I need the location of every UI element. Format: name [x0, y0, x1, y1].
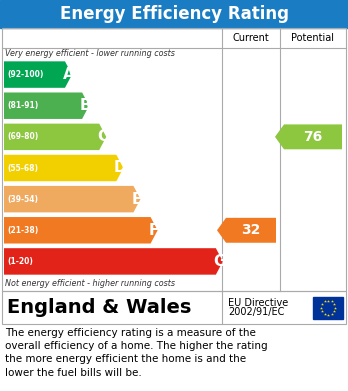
Text: (81-91): (81-91) [7, 101, 38, 110]
Text: (1-20): (1-20) [7, 257, 33, 266]
Bar [2, 28, 346, 291]
Text: Potential: Potential [292, 33, 334, 43]
Polygon shape [275, 124, 342, 149]
Text: F: F [149, 223, 159, 238]
Polygon shape [4, 93, 89, 119]
Bar [313, 296, 343, 319]
Text: (69-80): (69-80) [7, 133, 38, 142]
Text: E: E [132, 192, 142, 206]
Polygon shape [4, 155, 123, 181]
Text: 2002/91/EC: 2002/91/EC [228, 307, 284, 317]
Text: D: D [113, 160, 126, 176]
Text: C: C [97, 129, 108, 144]
Text: England & Wales: England & Wales [7, 298, 191, 317]
Text: A: A [63, 67, 74, 82]
Polygon shape [4, 217, 158, 244]
Text: (21-38): (21-38) [7, 226, 38, 235]
Text: (92-100): (92-100) [7, 70, 44, 79]
Text: G: G [213, 254, 226, 269]
Text: Energy Efficiency Rating: Energy Efficiency Rating [60, 5, 288, 23]
Polygon shape [4, 61, 72, 88]
Bar [2, 291, 346, 324]
Bar [0, 0, 348, 28]
Text: Not energy efficient - higher running costs: Not energy efficient - higher running co… [5, 280, 175, 289]
Text: (55-68): (55-68) [7, 163, 38, 172]
Text: The energy efficiency rating is a measure of the
overall efficiency of a home. T: The energy efficiency rating is a measur… [5, 328, 268, 378]
Text: EU Directive: EU Directive [228, 298, 288, 307]
Text: 32: 32 [241, 223, 261, 237]
Text: B: B [80, 98, 92, 113]
Text: Current: Current [232, 33, 269, 43]
Text: Very energy efficient - lower running costs: Very energy efficient - lower running co… [5, 50, 175, 59]
Text: (39-54): (39-54) [7, 195, 38, 204]
Text: 76: 76 [303, 130, 323, 144]
Polygon shape [217, 218, 276, 243]
Polygon shape [4, 186, 141, 212]
Polygon shape [4, 124, 106, 150]
Polygon shape [4, 248, 223, 274]
